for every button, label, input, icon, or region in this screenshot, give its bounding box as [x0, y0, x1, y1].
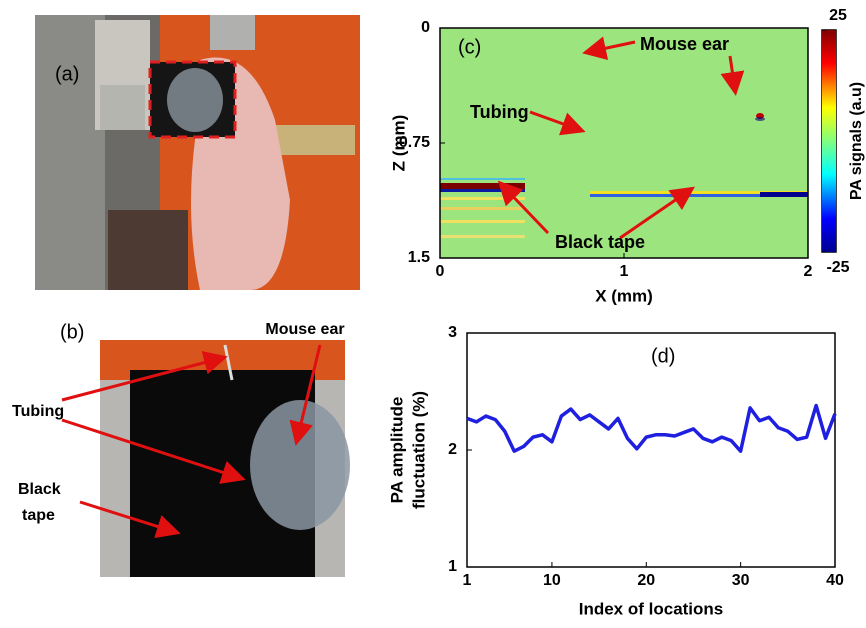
panel-label: (d): [651, 345, 675, 367]
y-tick-label: 0.75: [399, 134, 430, 151]
annotation: Tubing: [470, 102, 529, 122]
pa-image: [440, 28, 808, 258]
annotation: Tubing: [12, 403, 64, 420]
colorbar-tick-label: -25: [826, 259, 849, 276]
x-tick-label: 10: [543, 572, 561, 589]
photo-a: [35, 15, 360, 290]
x-tick-label: 20: [637, 572, 655, 589]
y-axis-label: PA amplitude: [387, 397, 406, 504]
x-tick-label: 30: [732, 572, 750, 589]
annotation: Black tape: [555, 232, 645, 252]
x-tick-label: 40: [826, 572, 844, 589]
x-tick-label: 0: [436, 263, 445, 280]
y-tick-label: 1.5: [408, 249, 430, 266]
annotation: Mouse ear: [265, 321, 344, 338]
panel-label: (b): [60, 321, 84, 343]
y-tick-label: 3: [448, 324, 457, 341]
annotation: tape: [22, 507, 55, 524]
annotation: Black: [18, 481, 61, 498]
x-tick-label: 2: [804, 263, 813, 280]
x-axis-label: Index of locations: [579, 599, 724, 618]
colorbar-label: PA signals (a.u): [848, 82, 865, 200]
colorbar: [822, 30, 836, 252]
y-axis-label: fluctuation (%): [409, 391, 428, 509]
panel-label: (c): [458, 36, 481, 58]
y-tick-label: 0: [421, 19, 430, 36]
data-line: [467, 406, 835, 452]
y-tick-label: 2: [448, 441, 457, 458]
panel-label: (a): [55, 63, 79, 85]
y-tick-label: 1: [448, 558, 457, 575]
x-tick-label: 1: [463, 572, 472, 589]
x-tick-label: 1: [620, 263, 629, 280]
figure: (a) (b) Mouse ear Tubing Black tape: [0, 0, 866, 623]
annotation: Mouse ear: [640, 34, 729, 54]
colorbar-tick-label: 25: [829, 7, 847, 24]
x-axis-label: X (mm): [595, 286, 653, 305]
